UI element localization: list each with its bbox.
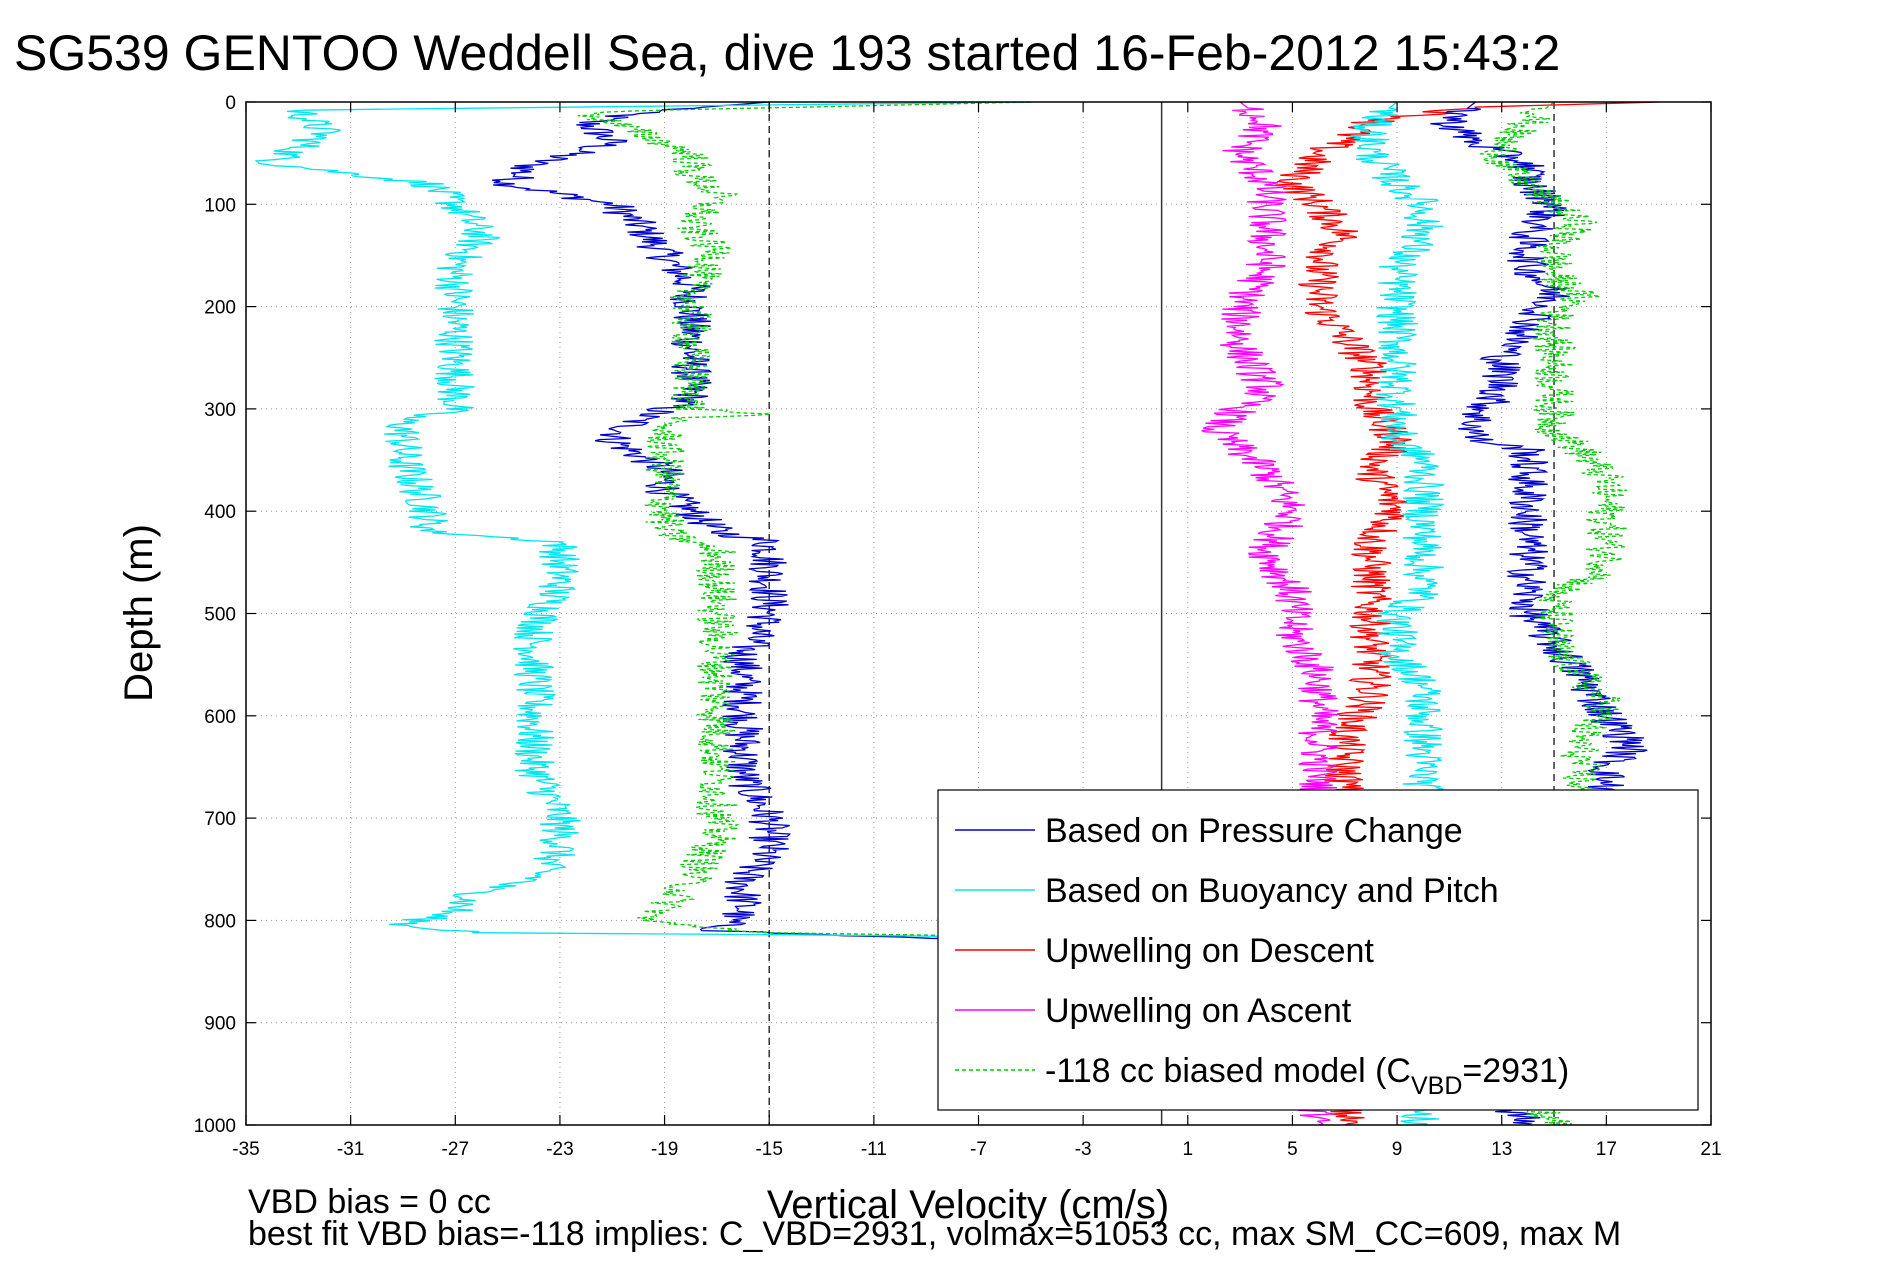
chart-title: SG539 GENTOO Weddell Sea, dive 193 start… bbox=[14, 25, 1560, 81]
x-tick-label: 13 bbox=[1491, 1139, 1512, 1160]
legend-items: Based on Pressure Change Based on Buoyanc… bbox=[955, 812, 1569, 1100]
x-tick-label: -27 bbox=[442, 1139, 469, 1160]
series-line bbox=[1479, 101, 1628, 819]
x-tick-label: -15 bbox=[755, 1139, 782, 1160]
legend-box bbox=[937, 789, 1699, 1111]
y-tick-label: 500 bbox=[204, 605, 236, 626]
x-tick-label: 21 bbox=[1700, 1139, 1721, 1160]
y-tick-label: 400 bbox=[204, 502, 236, 523]
x-tick-label: -23 bbox=[546, 1139, 573, 1160]
y-tick-label: 600 bbox=[204, 707, 236, 728]
y-axis-label: Depth (m) bbox=[117, 524, 161, 702]
footer-line-1: VBD bias = 0 cc bbox=[248, 1183, 491, 1221]
y-tick-label: 300 bbox=[204, 400, 236, 421]
x-tick-label: 1 bbox=[1182, 1139, 1193, 1160]
legend-label: Upwelling on Ascent bbox=[1045, 992, 1352, 1030]
x-tick-label: -7 bbox=[970, 1139, 987, 1160]
x-tick-label: 9 bbox=[1392, 1139, 1403, 1160]
x-tick-label: -35 bbox=[232, 1139, 259, 1160]
x-tick-label: -11 bbox=[861, 1139, 887, 1160]
x-tick-label: 5 bbox=[1287, 1139, 1298, 1160]
y-tick-label: 700 bbox=[204, 809, 236, 830]
footer-line-2: best fit VBD bias=-118 implies: C_VBD=29… bbox=[248, 1215, 1621, 1253]
x-tick-label: -3 bbox=[1075, 1139, 1092, 1160]
x-tick-label: -31 bbox=[337, 1139, 364, 1160]
legend-label: Based on Pressure Change bbox=[1045, 812, 1463, 850]
y-tick-label: 0 bbox=[225, 93, 236, 114]
x-tick-label: -19 bbox=[651, 1139, 678, 1160]
series-line bbox=[1430, 101, 1648, 819]
y-tick-label: 800 bbox=[204, 911, 236, 932]
x-axis-ticks: -35 -31 -27 -23 -19 -15 -11 -7 -3 1 5 9 13 17 21 bbox=[232, 102, 1722, 1160]
y-axis-ticks: 0 100 200 300 400 500 600 700 800 900 1000 bbox=[194, 93, 1711, 1137]
legend-label: Upwelling on Descent bbox=[1045, 932, 1374, 970]
legend-label: Based on Buoyancy and Pitch bbox=[1045, 872, 1499, 910]
legend: Based on Pressure Change Based on Buoyanc… bbox=[937, 789, 1699, 1111]
y-tick-label: 200 bbox=[204, 298, 236, 319]
x-tick-label: 17 bbox=[1596, 1139, 1617, 1160]
x-axis-label: Vertical Velocity (cm/s) bbox=[767, 1183, 1169, 1227]
y-tick-label: 1000 bbox=[194, 1116, 236, 1137]
legend-label: -118 cc biased model (CVBD=2931) bbox=[1045, 1052, 1569, 1100]
y-tick-label: 900 bbox=[204, 1014, 236, 1035]
y-tick-label: 100 bbox=[204, 195, 236, 216]
series-line bbox=[1350, 101, 1445, 819]
